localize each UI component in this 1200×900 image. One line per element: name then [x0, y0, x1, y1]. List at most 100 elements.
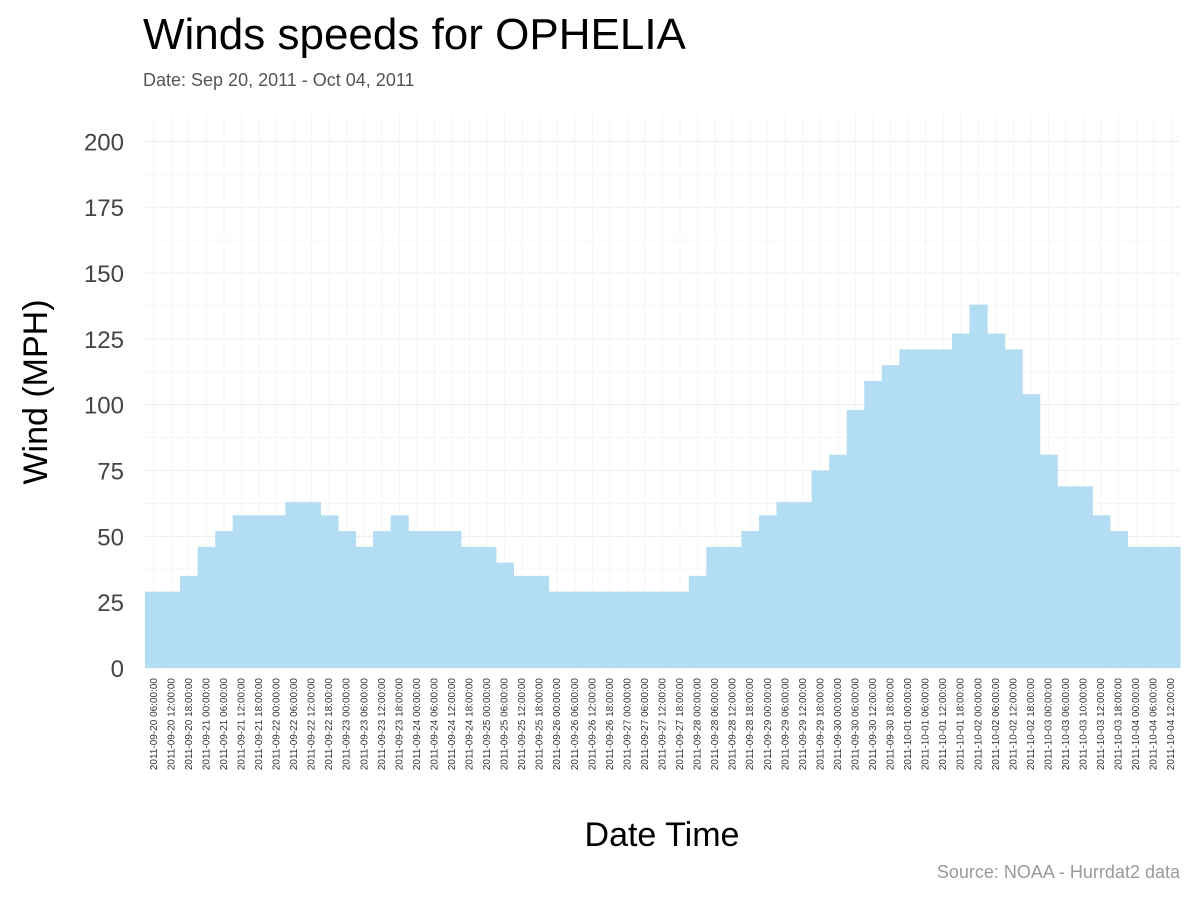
x-tick-label: 2011-09-24 06:00:00	[429, 678, 440, 771]
x-tick-label: 2011-10-04 00:00:00	[1131, 678, 1142, 771]
y-tick-label: 75	[97, 459, 124, 486]
x-tick-label: 2011-09-21 18:00:00	[254, 678, 265, 771]
bar	[495, 562, 514, 668]
bar	[320, 515, 339, 668]
x-tick-label: 2011-09-28 12:00:00	[728, 678, 739, 771]
bar	[162, 591, 181, 668]
x-tick-label: 2011-09-26 12:00:00	[587, 678, 598, 771]
x-tick-label: 2011-10-02 18:00:00	[1026, 678, 1037, 771]
x-tick-label: 2011-09-30 06:00:00	[850, 678, 861, 771]
bar	[846, 409, 865, 668]
source-caption: Source: NOAA - Hurrdat2 data	[936, 862, 1180, 882]
y-tick-label: 175	[84, 195, 124, 222]
bar	[145, 591, 164, 668]
x-tick-label: 2011-09-20 06:00:00	[149, 678, 160, 771]
x-tick-label: 2011-09-23 12:00:00	[377, 678, 388, 771]
x-tick-label: 2011-09-24 18:00:00	[465, 678, 476, 771]
bar	[215, 531, 234, 668]
bar	[513, 575, 532, 668]
bar	[636, 591, 655, 668]
bar	[934, 349, 953, 668]
x-tick-label: 2011-10-03 06:00:00	[1061, 678, 1072, 771]
y-tick-label: 200	[84, 129, 124, 156]
y-tick-label: 25	[97, 590, 124, 617]
bar	[864, 380, 883, 668]
bar	[267, 515, 286, 668]
bar	[1127, 546, 1146, 668]
x-tick-label: 2011-09-25 06:00:00	[500, 678, 511, 771]
bar	[1144, 546, 1164, 668]
bar	[776, 502, 795, 668]
x-tick-label: 2011-09-26 18:00:00	[605, 678, 616, 771]
x-tick-label: 2011-09-20 18:00:00	[184, 678, 195, 771]
x-tick-label: 2011-09-23 06:00:00	[359, 678, 370, 771]
bar	[566, 591, 585, 668]
bar	[706, 546, 725, 668]
x-tick-label: 2011-10-02 12:00:00	[1008, 678, 1019, 771]
bar	[1074, 486, 1093, 668]
x-tick-label: 2011-10-04 06:00:00	[1149, 678, 1160, 771]
bar	[671, 591, 690, 668]
bar	[916, 349, 936, 668]
x-tick-label: 2011-09-29 00:00:00	[763, 678, 774, 771]
bar	[408, 531, 427, 668]
bar	[460, 546, 479, 668]
x-tick-label: 2011-09-29 12:00:00	[798, 678, 809, 771]
x-axis-ticks: 2011-09-20 06:00:00 2011-09-20 12:00:00 20…	[149, 678, 1177, 771]
bar	[302, 502, 322, 668]
x-tick-label: 2011-09-28 00:00:00	[693, 678, 704, 771]
bar	[548, 591, 567, 668]
x-tick-label: 2011-09-23 00:00:00	[342, 678, 353, 771]
y-tick-label: 125	[84, 327, 124, 354]
y-tick-label: 0	[111, 656, 124, 683]
bar	[337, 531, 357, 668]
bar	[794, 502, 813, 668]
bar	[1004, 349, 1023, 668]
bar	[1109, 531, 1128, 668]
bar	[899, 349, 918, 668]
x-tick-label: 2011-09-26 00:00:00	[552, 678, 563, 771]
bar	[1039, 454, 1058, 668]
bar	[969, 304, 988, 668]
x-tick-label: 2011-09-24 12:00:00	[447, 678, 458, 771]
x-tick-label: 2011-10-02 06:00:00	[991, 678, 1002, 771]
x-tick-label: 2011-10-04 12:00:00	[1166, 678, 1177, 771]
x-tick-label: 2011-10-03 10:00:00	[1079, 678, 1090, 771]
bar	[723, 546, 743, 668]
chart-subtitle: Date: Sep 20, 2011 - Oct 04, 2011	[143, 70, 415, 90]
x-tick-label: 2011-10-03 00:00:00	[1043, 678, 1054, 771]
bar	[390, 515, 409, 668]
x-tick-label: 2011-10-03 18:00:00	[1114, 678, 1125, 771]
x-tick-label: 2011-09-27 12:00:00	[658, 678, 669, 771]
bar	[530, 575, 550, 668]
x-tick-label: 2011-09-22 18:00:00	[324, 678, 335, 771]
bar	[1162, 546, 1181, 668]
bar	[232, 515, 251, 668]
x-tick-label: 2011-09-21 00:00:00	[201, 678, 212, 771]
x-tick-label: 2011-09-29 06:00:00	[780, 678, 791, 771]
x-tick-label: 2011-10-01 06:00:00	[921, 678, 932, 771]
x-tick-label: 2011-10-01 00:00:00	[903, 678, 914, 771]
bar	[1022, 394, 1041, 668]
x-tick-label: 2011-09-25 00:00:00	[482, 678, 493, 771]
x-tick-label: 2011-09-29 18:00:00	[815, 678, 826, 771]
bar	[1057, 486, 1076, 668]
x-tick-label: 2011-09-22 12:00:00	[307, 678, 318, 771]
bar	[355, 546, 374, 668]
y-tick-label: 150	[84, 261, 124, 288]
y-tick-label: 100	[84, 393, 124, 420]
x-tick-label: 2011-10-03 12:00:00	[1096, 678, 1107, 771]
bar	[373, 531, 392, 668]
x-tick-label: 2011-09-24 00:00:00	[412, 678, 423, 771]
x-tick-label: 2011-09-28 06:00:00	[710, 678, 721, 771]
x-tick-label: 2011-10-01 18:00:00	[956, 678, 967, 771]
x-tick-label: 2011-10-02 00:00:00	[973, 678, 984, 771]
bar	[250, 515, 269, 668]
bar	[618, 591, 637, 668]
bar	[197, 546, 216, 668]
bar	[601, 591, 620, 668]
y-tick-label: 50	[97, 524, 124, 551]
x-tick-label: 2011-09-25 12:00:00	[517, 678, 528, 771]
x-tick-label: 2011-09-28 18:00:00	[745, 678, 756, 771]
bar	[811, 470, 830, 668]
